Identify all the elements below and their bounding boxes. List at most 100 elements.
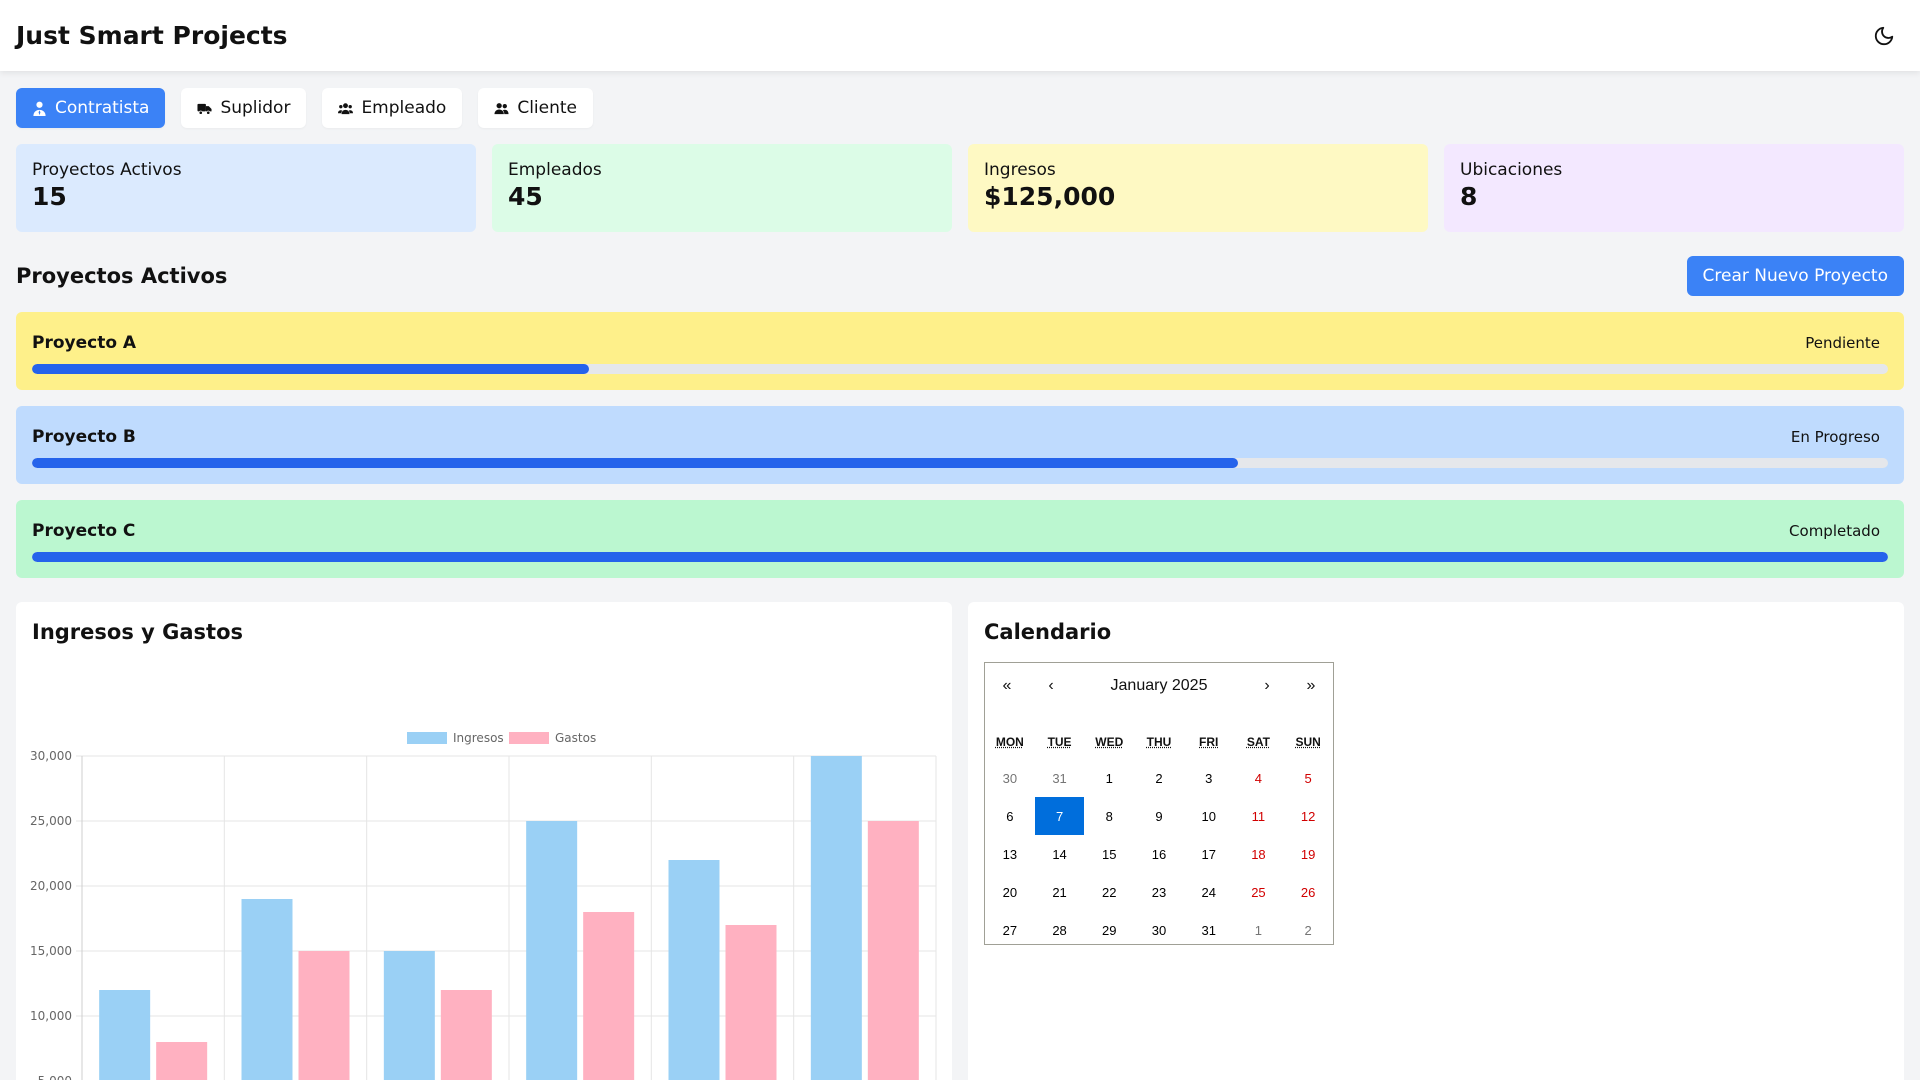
calendar-day[interactable]: 22 <box>1102 884 1117 900</box>
calendar-navigation: « ‹ January 2025 › » <box>985 664 1333 708</box>
stat-value: 8 <box>1460 182 1478 211</box>
role-tab-suplidor[interactable]: Suplidor <box>181 88 307 128</box>
calendar-day[interactable]: 10 <box>1201 808 1216 824</box>
calendar-day[interactable]: 8 <box>1105 808 1113 824</box>
project-card-b[interactable]: Proyecto B En Progreso <box>16 406 1904 484</box>
bar-ingresos <box>526 821 578 1080</box>
stat-label: Proyectos Activos <box>32 160 182 180</box>
stats-row: Proyectos Activos 15 Empleados 45 Ingres… <box>16 144 1904 232</box>
y-tick-label: 15,000 <box>30 944 72 958</box>
calendar-day[interactable]: 27 <box>1002 922 1018 938</box>
role-tab-label: Cliente <box>517 98 578 118</box>
user-friends-icon <box>494 102 509 114</box>
bar-ingresos <box>99 990 151 1080</box>
calendar-day[interactable]: 1 <box>1105 770 1113 786</box>
role-tab-label: Suplidor <box>220 98 291 118</box>
calendar-day[interactable]: 24 <box>1201 884 1216 900</box>
calendar-day[interactable]: 3 <box>1205 770 1213 786</box>
y-tick-label: 20,000 <box>30 879 72 893</box>
weekday-label: WED <box>1095 735 1124 749</box>
progress-fill <box>32 364 589 374</box>
bar-gastos <box>156 1042 208 1080</box>
bar-gastos <box>298 951 350 1080</box>
bar-gastos <box>440 990 492 1080</box>
project-status: Completado <box>1789 522 1880 540</box>
weekday-label: TUE <box>1047 735 1072 749</box>
calendar-day[interactable]: 15 <box>1102 846 1117 862</box>
calendar-day[interactable]: 11 <box>1251 808 1266 824</box>
calendar-day[interactable]: 26 <box>1300 884 1316 900</box>
role-tab-cliente[interactable]: Cliente <box>478 88 594 128</box>
role-tabs: Contratista Suplidor Empleado Cliente <box>16 88 594 128</box>
prev-year-button[interactable]: « <box>1002 677 1012 694</box>
calendar-day[interactable]: 5 <box>1304 770 1312 786</box>
calendar-day[interactable]: 19 <box>1300 846 1316 862</box>
calendar-day[interactable]: 30 <box>1002 770 1018 786</box>
project-name: Proyecto C <box>32 521 136 541</box>
theme-toggle-button[interactable] <box>1864 16 1904 56</box>
stat-label: Ingresos <box>984 160 1056 180</box>
stat-label: Ubicaciones <box>1460 160 1563 180</box>
weekday-label: SAT <box>1246 735 1270 749</box>
role-tab-empleado[interactable]: Empleado <box>322 88 463 128</box>
role-tab-contratista[interactable]: Contratista <box>16 88 166 128</box>
users-icon <box>338 102 354 114</box>
calendar-day[interactable]: 12 <box>1300 808 1316 824</box>
calendar-day[interactable]: 7 <box>1034 797 1085 835</box>
progress-track <box>32 552 1888 562</box>
calendar-day[interactable]: 1 <box>1254 922 1263 938</box>
bar-ingresos <box>668 860 720 1080</box>
user-tie-icon <box>33 101 46 116</box>
calendar-day[interactable]: 31 <box>1052 770 1067 786</box>
calendar-day[interactable]: 16 <box>1151 846 1167 862</box>
stat-card-ubicaciones: Ubicaciones 8 <box>1444 144 1904 232</box>
calendar-day[interactable]: 25 <box>1251 884 1266 900</box>
progress-track <box>32 364 1888 374</box>
next-month-button[interactable]: › <box>1264 677 1270 694</box>
y-tick-label: 30,000 <box>30 749 72 763</box>
progress-track <box>32 458 1888 468</box>
calendar-day[interactable]: 28 <box>1052 922 1067 938</box>
stat-card-empleados: Empleados 45 <box>492 144 952 232</box>
calendar-weekdays: MON TUE WED THU FRI SAT SUN <box>985 735 1333 749</box>
app-title: Just Smart Projects <box>16 21 288 50</box>
weekday-label: THU <box>1146 735 1172 749</box>
calendar-day[interactable]: 2 <box>1304 922 1312 938</box>
project-list: Proyecto A Pendiente Proyecto B En Progr… <box>16 312 1904 594</box>
calendar-day[interactable]: 14 <box>1052 846 1067 862</box>
create-project-button[interactable]: Crear Nuevo Proyecto <box>1686 256 1904 296</box>
project-status: Pendiente <box>1805 334 1880 352</box>
calendar-day[interactable]: 9 <box>1155 808 1163 824</box>
project-card-a[interactable]: Proyecto A Pendiente <box>16 312 1904 390</box>
y-tick-label: 25,000 <box>30 814 72 828</box>
calendar-day[interactable]: 29 <box>1102 922 1117 938</box>
prev-month-button[interactable]: ‹ <box>1048 677 1054 694</box>
progress-fill <box>32 552 1888 562</box>
next-year-button[interactable]: » <box>1306 677 1316 694</box>
calendar-day[interactable]: 30 <box>1151 922 1167 938</box>
chart-title: Ingresos y Gastos <box>32 620 244 644</box>
calendar-day[interactable]: 13 <box>1002 846 1018 862</box>
calendar-day[interactable]: 4 <box>1254 770 1263 786</box>
calendar-day[interactable]: 2 <box>1155 770 1163 786</box>
top-bar: Just Smart Projects <box>0 0 1920 71</box>
calendar-day[interactable]: 23 <box>1151 884 1167 900</box>
calendar-day[interactable]: 31 <box>1201 922 1216 938</box>
projects-header: Proyectos Activos Crear Nuevo Proyecto <box>16 256 1904 296</box>
bar-ingresos <box>383 951 435 1080</box>
calendar-days: 30 31 1 2 3 4 5 6 7 8 9 10 11 12 13 14 15 16 17 18 19 20 21 22 2… <box>985 759 1333 949</box>
stat-value: 45 <box>508 182 543 211</box>
stat-card-ingresos: Ingresos $125,000 <box>968 144 1428 232</box>
calendar-month-label[interactable]: January 2025 <box>1110 677 1208 694</box>
weekday-label: MON <box>995 735 1024 749</box>
legend-swatch <box>509 732 549 744</box>
calendar-day[interactable]: 6 <box>1006 808 1014 824</box>
calendar-day[interactable]: 17 <box>1201 846 1216 862</box>
y-tick-label: 5,000 <box>38 1074 72 1080</box>
calendar-card: Calendario « ‹ January 2025 › » MON TUE WE… <box>968 602 1904 1080</box>
calendar-day[interactable]: 20 <box>1002 884 1018 900</box>
calendar-day[interactable]: 18 <box>1251 846 1266 862</box>
calendar-day[interactable]: 21 <box>1052 884 1067 900</box>
truck-icon <box>197 103 212 115</box>
project-card-c[interactable]: Proyecto C Completado <box>16 500 1904 578</box>
